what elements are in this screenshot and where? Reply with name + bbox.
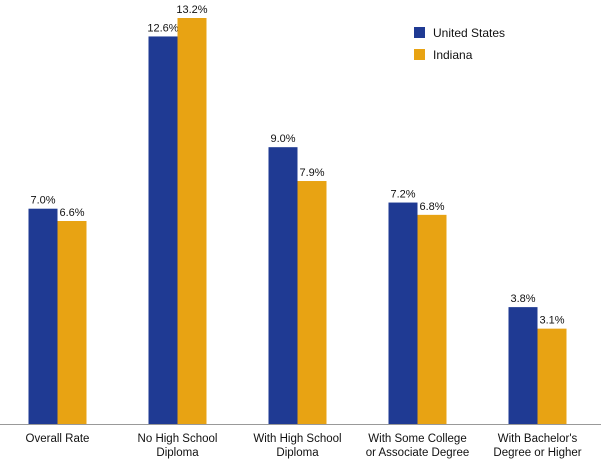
bar-indiana-3	[297, 181, 327, 424]
category-label-4-line-1: With Some College	[368, 433, 466, 445]
data-label-united-states-5: 3.8%	[510, 293, 535, 305]
category-label-2-line-1: No High School	[138, 433, 218, 445]
bar-united-states-3	[268, 147, 298, 424]
bar-united-states-5	[508, 307, 538, 424]
category-label-5-line-1: With Bachelor's	[498, 433, 578, 445]
data-label-united-states-1: 7.0%	[30, 195, 55, 207]
legend-label-indiana: Indiana	[433, 47, 473, 62]
legend-label-united-states: United States	[433, 25, 506, 40]
bar-indiana-1	[57, 221, 87, 424]
legend-item-united-states: United States	[414, 25, 506, 40]
legend-swatch-indiana	[414, 49, 425, 60]
data-label-indiana-1: 6.6%	[59, 207, 84, 219]
bar-indiana-5	[537, 328, 567, 424]
data-label-indiana-4: 6.8%	[419, 201, 444, 213]
data-label-united-states-2: 12.6%	[147, 22, 178, 34]
category-label-3-line-1: With High School	[253, 433, 341, 445]
bar-united-states-4	[388, 202, 418, 424]
legend-item-indiana: Indiana	[414, 47, 505, 62]
data-label-indiana-5: 3.1%	[539, 315, 564, 327]
data-label-indiana-2: 13.2%	[176, 4, 207, 16]
bar-united-states-1	[28, 208, 58, 424]
category-label-1-line-1: Overall Rate	[26, 433, 90, 445]
category-label-5-line-2: Degree or Higher	[493, 447, 581, 459]
legend-swatch-united-states	[414, 27, 425, 38]
legend: United States Indiana	[414, 26, 505, 70]
category-label-2-line-2: Diploma	[156, 447, 199, 459]
data-label-indiana-3: 7.9%	[299, 167, 324, 179]
bar-united-states-2	[148, 36, 178, 425]
bar-indiana-4	[417, 214, 447, 424]
data-label-united-states-3: 9.0%	[270, 133, 295, 145]
bar-indiana-2	[177, 18, 207, 424]
data-label-united-states-4: 7.2%	[390, 189, 415, 201]
category-label-4-line-2: or Associate Degree	[366, 447, 470, 459]
category-label-3-line-2: Diploma	[276, 447, 319, 459]
